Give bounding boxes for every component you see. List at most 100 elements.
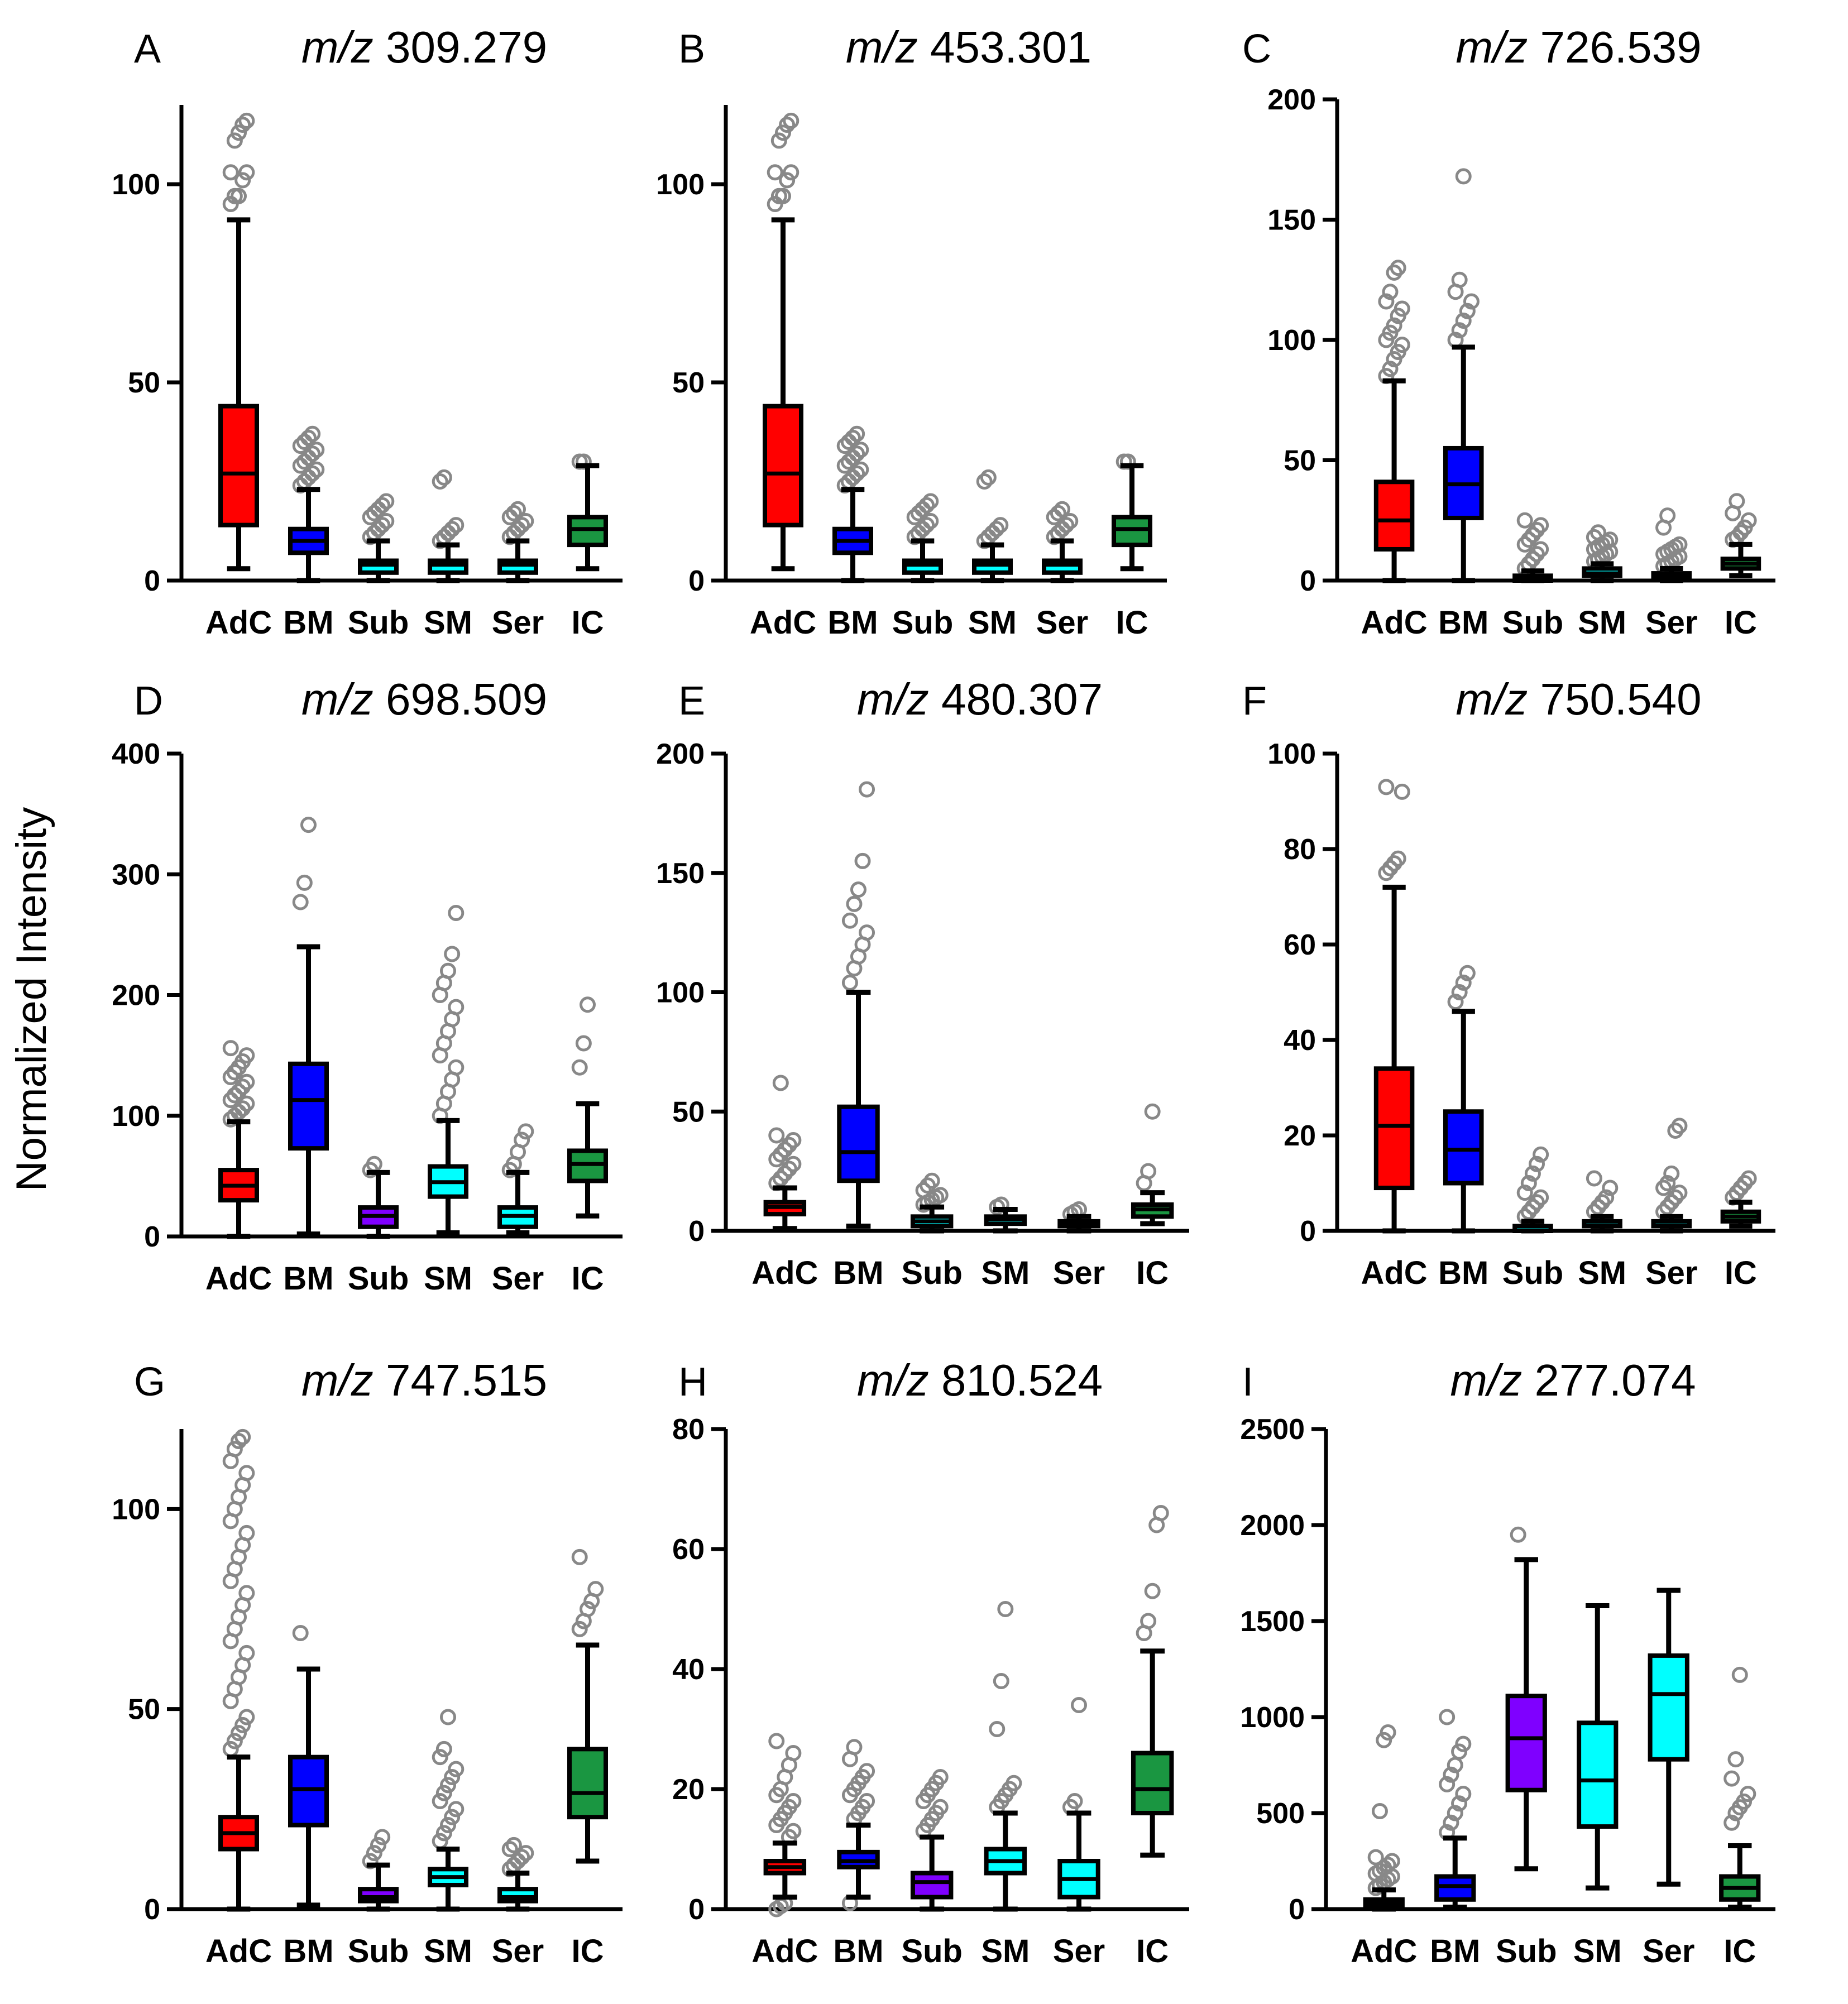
outlier-point — [1602, 1180, 1619, 1196]
box-IC: IC — [1131, 1103, 1174, 1291]
outlier-point — [226, 1441, 243, 1458]
box-body — [1373, 1066, 1415, 1191]
outlier-point — [362, 1853, 379, 1869]
outlier-point — [1723, 1814, 1740, 1831]
outlier-point — [1062, 513, 1079, 529]
box-AdC: AdC — [750, 112, 816, 641]
panel-title: m/z 726.539 — [1456, 22, 1701, 72]
x-category-label: Ser — [1053, 1933, 1105, 1969]
outlier-point — [1520, 1175, 1537, 1191]
outlier-point — [580, 1601, 596, 1617]
outlier-point — [231, 1725, 247, 1742]
outlier-point — [440, 1777, 456, 1794]
box-body — [497, 558, 538, 575]
y-tick-label: 40 — [672, 1653, 705, 1686]
outlier-point — [1390, 850, 1406, 867]
box-SM: SM — [981, 1196, 1030, 1291]
outlier-point — [922, 513, 939, 529]
x-category-label: BM — [1438, 1255, 1488, 1291]
outlier-point — [785, 1823, 802, 1839]
box-Sub: Sub — [892, 493, 953, 641]
outlier-point — [374, 497, 391, 514]
y-tick-label: 50 — [672, 1096, 705, 1128]
title-prefix: m/z — [857, 1355, 941, 1405]
x-category-label: BM — [283, 1933, 333, 1969]
outlier-point — [238, 112, 255, 129]
outlier-point — [775, 188, 791, 204]
outlier-point — [505, 1837, 522, 1853]
outlier-point — [440, 1709, 456, 1725]
box-BM: BM — [283, 425, 334, 641]
panel-letter: F — [1242, 679, 1267, 723]
title-prefix: m/z — [301, 22, 386, 72]
box-Sub: Sub — [1502, 1146, 1563, 1291]
outlier-point — [238, 1709, 255, 1725]
outlier-point — [932, 1187, 949, 1204]
panel-title: m/z 750.540 — [1456, 674, 1701, 724]
outlier-point — [785, 1132, 802, 1149]
x-category-label: BM — [1430, 1933, 1480, 1969]
y-tick-label: 200 — [656, 738, 705, 770]
box-IC: IC — [1720, 493, 1761, 641]
outlier-point — [514, 1849, 530, 1866]
outlier-point — [435, 1825, 452, 1842]
box-AdC: AdC — [1361, 260, 1428, 641]
x-category-label: IC — [1136, 1933, 1169, 1969]
x-category-label: SM — [1578, 1255, 1626, 1291]
box-body — [1648, 1653, 1689, 1762]
outlier-point — [222, 1040, 239, 1057]
outlier-point — [378, 493, 395, 510]
y-tick-label: 100 — [112, 169, 160, 201]
box-body — [1131, 1751, 1174, 1815]
box-IC: IC — [1719, 1666, 1761, 1969]
outlier-point — [849, 445, 865, 462]
outlier-point — [1144, 1583, 1161, 1599]
box-body — [1373, 480, 1415, 552]
box-AdC: AdC — [1361, 779, 1428, 1291]
x-category-label: Ser — [492, 1933, 544, 1969]
outlier-point — [989, 1721, 1006, 1737]
outlier-point — [304, 425, 321, 442]
x-category-label: Sub — [901, 1933, 963, 1969]
outlier-point — [222, 164, 239, 181]
box-IC: IC — [1112, 453, 1152, 641]
x-category-label: AdC — [205, 1933, 272, 1969]
outlier-point — [435, 1785, 452, 1801]
outlier-point — [1443, 1766, 1459, 1783]
x-category-label: AdC — [751, 1255, 818, 1291]
outlier-point — [1598, 1189, 1615, 1206]
box-body — [218, 404, 259, 528]
outlier-point — [767, 164, 783, 181]
box-body — [288, 1754, 329, 1828]
box-SM: SM — [1578, 1170, 1626, 1291]
outlier-point — [849, 465, 865, 482]
title-value: 750.540 — [1540, 674, 1701, 724]
panel-letter: H — [678, 1360, 707, 1404]
y-tick-label: 20 — [1284, 1120, 1316, 1152]
outlier-point — [1516, 1185, 1533, 1201]
box-AdC: AdC — [751, 1075, 818, 1291]
y-tick-label: 1000 — [1240, 1701, 1305, 1734]
box-Sub: Sub — [348, 1156, 409, 1297]
outlier-point — [1380, 1724, 1396, 1741]
outlier-point — [1140, 1613, 1157, 1629]
box-body — [567, 515, 608, 548]
outlier-point — [1459, 303, 1476, 319]
outlier-point — [300, 817, 317, 833]
outlier-point — [1455, 974, 1472, 991]
outlier-point — [859, 1793, 875, 1809]
outlier-point — [226, 1087, 243, 1104]
box-SM: SM — [424, 1709, 472, 1969]
y-tick-label: 50 — [128, 367, 160, 399]
outlier-point — [988, 521, 1005, 538]
box-Ser: Ser — [1643, 1588, 1695, 1969]
box-Sub: Sub — [348, 1829, 409, 1969]
outlier-point — [448, 904, 465, 921]
outlier-point — [575, 453, 592, 470]
box-IC: IC — [1131, 1505, 1174, 1969]
outlier-point — [432, 473, 448, 490]
x-category-label: SM — [424, 605, 472, 641]
